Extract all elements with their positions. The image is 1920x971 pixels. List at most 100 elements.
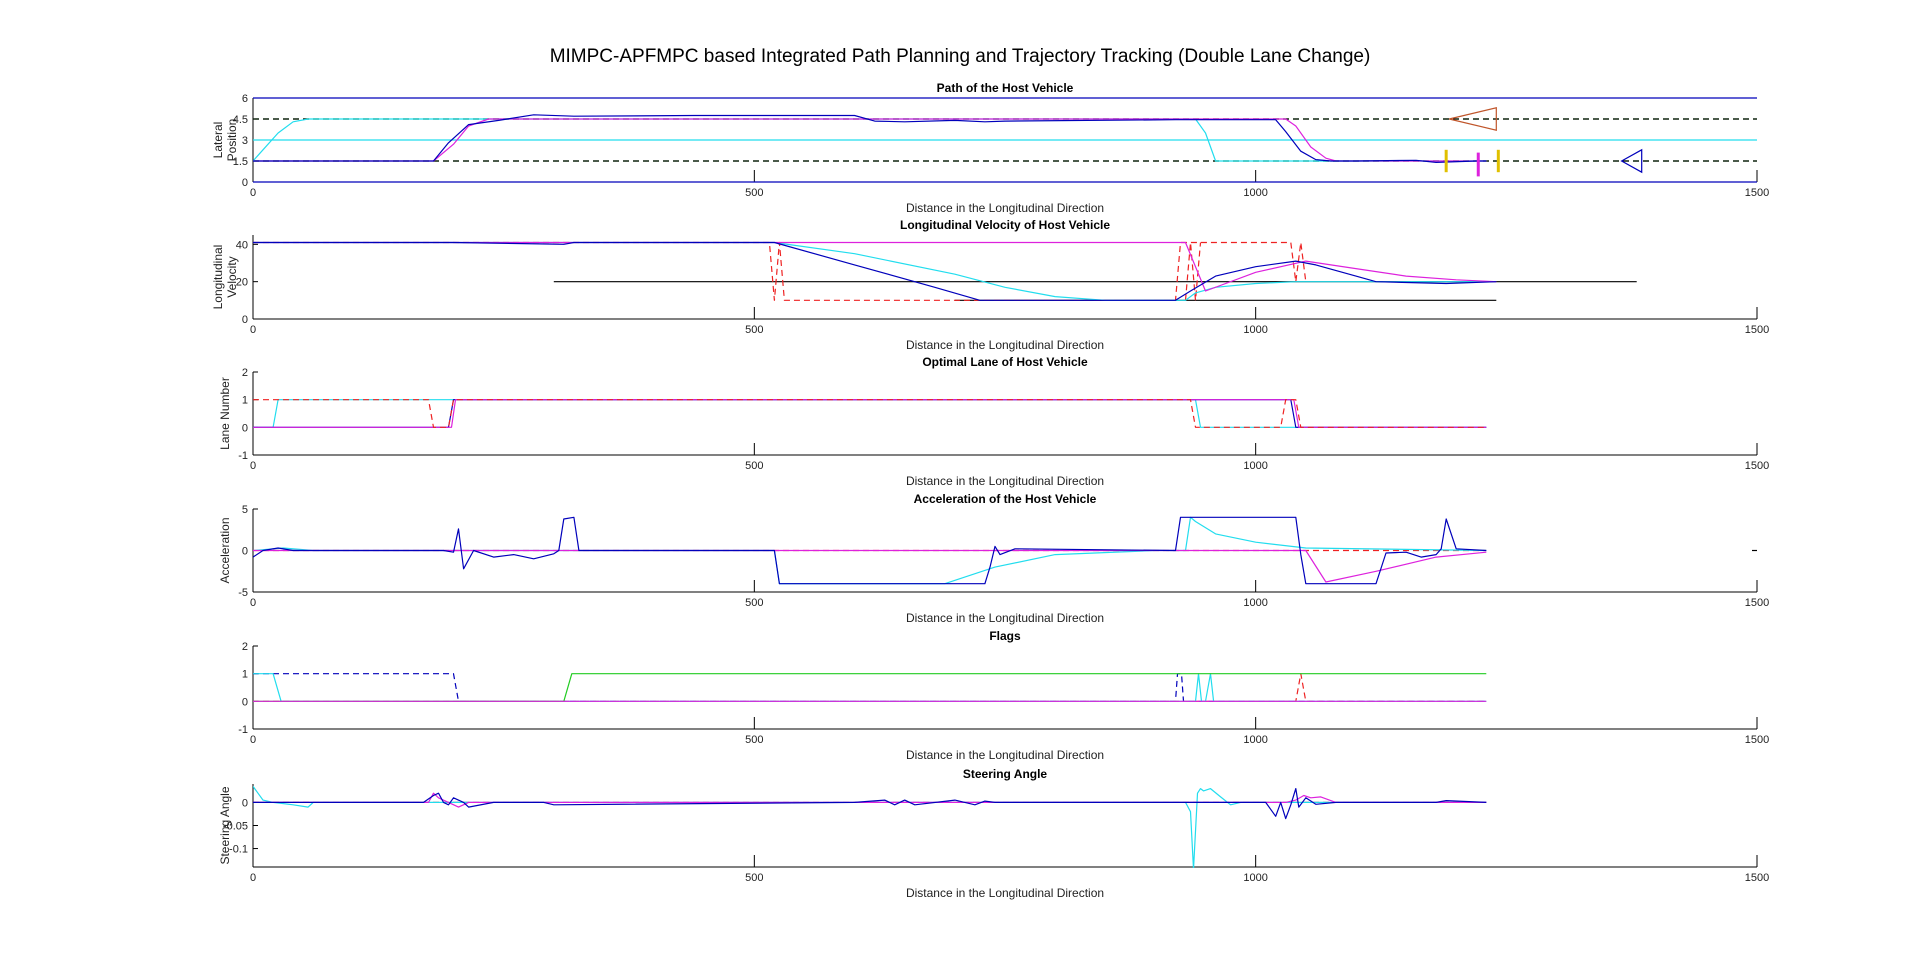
y-tick-label: 3 — [242, 135, 248, 147]
series-line-4 — [253, 549, 1487, 583]
series-line-1 — [253, 673, 1487, 702]
series-line-5 — [253, 241, 1487, 301]
y-axis-label: Lane Number — [218, 377, 232, 450]
y-tick-label: 2 — [242, 367, 248, 379]
x-tick-label: 500 — [745, 187, 763, 199]
series-line-6 — [253, 241, 1497, 292]
series-line-4 — [253, 787, 1487, 820]
series-line-3 — [253, 399, 1487, 428]
subplot-title: Longitudinal Velocity of Host Vehicle — [900, 218, 1110, 232]
y-tick-label: 0 — [242, 422, 248, 434]
x-tick-label: 1000 — [1243, 872, 1267, 884]
x-tick-label: 500 — [745, 324, 763, 336]
vehicle-marker-2 — [1620, 148, 1643, 174]
y-axis-label: Steering Angle — [218, 786, 232, 864]
series-group — [253, 673, 1487, 702]
series-line-1 — [253, 399, 1487, 428]
y-tick-label: -5 — [238, 587, 248, 599]
series-line-10 — [253, 114, 1487, 163]
x-axis-label: Distance in the Longitudinal Direction — [906, 886, 1104, 900]
series-line-2 — [253, 399, 1487, 428]
series-group — [253, 97, 1757, 183]
series-group — [253, 399, 1487, 428]
x-tick-label: 0 — [250, 734, 256, 746]
series-line-4 — [253, 399, 1487, 428]
x-tick-label: 1500 — [1745, 187, 1769, 199]
subplot-title: Optimal Lane of Host Vehicle — [922, 355, 1088, 369]
y-tick-label: 0 — [242, 177, 248, 189]
y-tick-label: -1 — [238, 450, 248, 462]
series-line-7 — [253, 241, 1497, 301]
series-group — [253, 241, 1637, 301]
y-tick-label: 0 — [242, 546, 248, 558]
series-line-3 — [253, 792, 1487, 808]
x-tick-label: 1500 — [1745, 872, 1769, 884]
x-axis-label: Distance in the Longitudinal Direction — [906, 611, 1104, 625]
y-tick-label: 6 — [242, 93, 248, 105]
y-tick-label: -0.05 — [223, 821, 248, 833]
series-line-3 — [253, 241, 1307, 301]
x-tick-label: 1500 — [1745, 460, 1769, 472]
series-line-5 — [253, 516, 1487, 585]
x-tick-label: 1000 — [1243, 734, 1267, 746]
x-tick-label: 1000 — [1243, 324, 1267, 336]
vehicle-marker-1 — [1449, 107, 1497, 131]
series-group — [253, 516, 1757, 585]
subplot-title: Steering Angle — [963, 767, 1048, 781]
x-tick-label: 500 — [745, 460, 763, 472]
series-line-3 — [253, 673, 1487, 702]
x-axis-label: Distance in the Longitudinal Direction — [906, 748, 1104, 762]
x-tick-label: 1500 — [1745, 734, 1769, 746]
y-tick-label: 20 — [236, 277, 248, 289]
y-tick-label: 1 — [242, 395, 248, 407]
x-axis-label: Distance in the Longitudinal Direction — [906, 474, 1104, 488]
figure-title: MIMPC-APFMPC based Integrated Path Plann… — [550, 46, 1371, 67]
y-tick-label: 0 — [242, 696, 248, 708]
y-tick-label: 2 — [242, 641, 248, 653]
x-tick-label: 1000 — [1243, 597, 1267, 609]
x-tick-label: 0 — [250, 187, 256, 199]
subplot-2: 0 500 1000 1500 0 20 40 Longitudinal Velocity o… — [211, 218, 1769, 352]
x-tick-label: 500 — [745, 872, 763, 884]
y-tick-label: 0 — [242, 797, 248, 809]
series-line-9 — [253, 118, 1487, 162]
x-axis-label: Distance in the Longitudinal Direction — [906, 338, 1104, 352]
x-tick-label: 1000 — [1243, 187, 1267, 199]
series-group — [253, 785, 1487, 868]
y-tick-label: -1 — [238, 724, 248, 736]
y-axis-label: Velocity — [225, 256, 239, 297]
subplot-1: 0 500 1000 1500 0 1.5 3 4.5 6 Path of the Host Ve… — [211, 81, 1769, 215]
subplot-title: Path of the Host Vehicle — [937, 81, 1074, 95]
x-tick-label: 0 — [250, 872, 256, 884]
y-tick-label: 1.5 — [233, 156, 248, 168]
y-axis-label: Acceleration — [218, 517, 232, 583]
x-tick-label: 1500 — [1745, 324, 1769, 336]
x-tick-label: 0 — [250, 597, 256, 609]
y-tick-label: 40 — [236, 239, 248, 251]
subplot-title: Flags — [989, 629, 1021, 643]
subplot-6: 0 500 1000 1500 -0.1 -0.05 0 Steering Angle Dist… — [218, 767, 1769, 900]
series-line-2 — [253, 785, 1487, 868]
y-tick-label: 1 — [242, 669, 248, 681]
y-axis-label: Longitudinal — [211, 245, 225, 310]
y-axis-label: Position — [225, 119, 239, 162]
y-tick-label: 5 — [242, 504, 248, 516]
series-line-2 — [253, 673, 1487, 702]
x-axis-label: Distance in the Longitudinal Direction — [906, 201, 1104, 215]
y-tick-label: -0.1 — [229, 844, 248, 856]
x-tick-label: 500 — [745, 597, 763, 609]
x-tick-label: 0 — [250, 460, 256, 472]
subplot-title: Acceleration of the Host Vehicle — [914, 492, 1097, 506]
x-tick-label: 1500 — [1745, 597, 1769, 609]
series-line-8 — [253, 118, 1487, 162]
x-tick-label: 1000 — [1243, 460, 1267, 472]
y-axis-label: Lateral — [211, 122, 225, 159]
x-tick-label: 0 — [250, 324, 256, 336]
x-tick-label: 500 — [745, 734, 763, 746]
y-tick-label: 4.5 — [233, 114, 248, 126]
